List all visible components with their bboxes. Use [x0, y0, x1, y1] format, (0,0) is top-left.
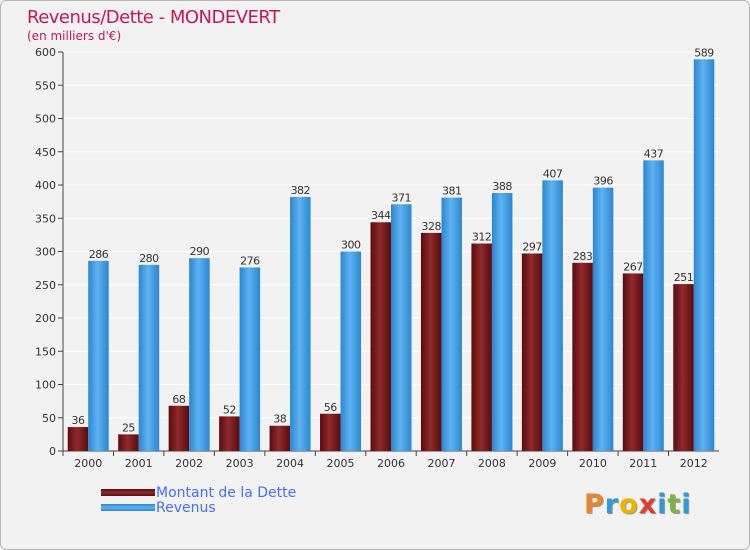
data-label-dette: 56 [324, 401, 337, 414]
data-label-revenus: 396 [593, 175, 613, 188]
legend-label-revenus: Revenus [156, 500, 216, 516]
x-tick-label: 2003 [226, 457, 254, 470]
data-label-dette: 251 [674, 271, 694, 284]
y-tick-label: 250 [35, 279, 56, 292]
data-label-dette: 38 [273, 413, 286, 426]
bar-revenus [189, 258, 210, 451]
bar-dette [168, 405, 190, 451]
data-label-dette: 328 [421, 220, 441, 233]
bar-revenus [88, 260, 109, 451]
y-tick-label: 350 [35, 212, 56, 225]
data-label-dette: 312 [472, 231, 492, 244]
data-label-dette: 25 [122, 421, 135, 434]
logo-letter: i [681, 489, 692, 520]
x-tick-label: 2004 [276, 457, 304, 470]
data-label-dette: 68 [172, 393, 185, 406]
x-tick-label: 2006 [377, 457, 405, 470]
legend-swatch-debt [101, 489, 155, 496]
bar-dette [118, 434, 139, 451]
bar-dette [67, 427, 89, 451]
y-tick-label: 100 [35, 379, 56, 392]
bar-dette [673, 284, 694, 451]
y-tick-label: 600 [35, 46, 56, 59]
bar-revenus [290, 196, 311, 451]
data-label-revenus: 382 [291, 184, 311, 197]
y-tick-label: 0 [49, 445, 56, 458]
data-label-dette: 52 [223, 403, 236, 416]
bar-dette [471, 243, 492, 451]
bar-dette [521, 253, 543, 451]
data-label-revenus: 589 [694, 46, 714, 59]
data-label-revenus: 407 [543, 167, 563, 180]
logo-letter: x [638, 489, 658, 520]
data-label-dette: 344 [371, 209, 391, 222]
logo-letter: o [619, 489, 639, 520]
data-label-dette: 297 [522, 240, 542, 253]
chart-title: Revenus/Dette - MONDEVERT [27, 7, 280, 28]
x-tick-label: 2005 [327, 457, 355, 470]
data-label-dette: 36 [71, 414, 84, 427]
bar-revenus [138, 264, 160, 451]
y-tick-label: 550 [35, 79, 56, 92]
y-tick-label: 450 [35, 146, 56, 159]
bar-dette [572, 262, 593, 451]
x-tick-label: 2002 [175, 457, 203, 470]
bar-revenus [592, 187, 614, 451]
data-label-revenus: 290 [190, 245, 210, 258]
logo-letter: P [584, 489, 605, 520]
bar-revenus [693, 59, 715, 451]
bar-dette [269, 425, 291, 451]
bar-dette [622, 273, 644, 451]
data-label-revenus: 381 [442, 185, 462, 198]
x-tick-label: 2000 [74, 457, 102, 470]
y-tick-label: 50 [42, 412, 56, 425]
bar-revenus [643, 160, 664, 451]
x-tick-label: 2009 [528, 457, 556, 470]
proxiti-logo: Proxiti [584, 489, 692, 520]
bar-revenus [441, 197, 462, 451]
data-label-dette: 283 [573, 250, 593, 263]
x-tick-label: 2011 [629, 457, 657, 470]
x-tick-label: 2010 [579, 457, 607, 470]
y-tick-label: 150 [35, 345, 56, 358]
y-tick-label: 500 [35, 113, 56, 126]
data-label-revenus: 276 [240, 254, 260, 267]
legend-label-debt: Montant de la Dette [156, 485, 297, 501]
bar-dette [320, 413, 341, 451]
bar-revenus [340, 251, 362, 451]
data-label-revenus: 286 [89, 248, 109, 261]
chart-subtitle: (en milliers d'€) [27, 29, 122, 43]
bar-revenus [239, 267, 261, 451]
data-label-revenus: 371 [392, 191, 412, 204]
bar-revenus [542, 180, 563, 451]
data-label-revenus: 280 [139, 252, 159, 265]
logo-letter: r [604, 489, 620, 520]
data-label-revenus: 388 [492, 180, 512, 193]
y-tick-label: 200 [35, 312, 56, 325]
data-label-dette: 267 [623, 260, 643, 273]
data-label-revenus: 437 [644, 147, 664, 160]
y-tick-label: 300 [35, 246, 56, 259]
x-tick-label: 2012 [680, 457, 708, 470]
y-tick-label: 400 [35, 179, 56, 192]
bar-dette [219, 416, 240, 451]
bar-dette [370, 222, 391, 451]
x-tick-label: 2001 [125, 457, 153, 470]
logo-letter: t [667, 489, 682, 520]
x-tick-label: 2008 [478, 457, 506, 470]
legend-swatch-revenus [101, 504, 155, 511]
logo-letter: i [657, 489, 668, 520]
bar-revenus [391, 204, 412, 451]
data-label-revenus: 300 [341, 239, 361, 252]
bar-revenus [491, 192, 513, 452]
bar-dette [420, 232, 442, 451]
x-tick-label: 2007 [427, 457, 455, 470]
